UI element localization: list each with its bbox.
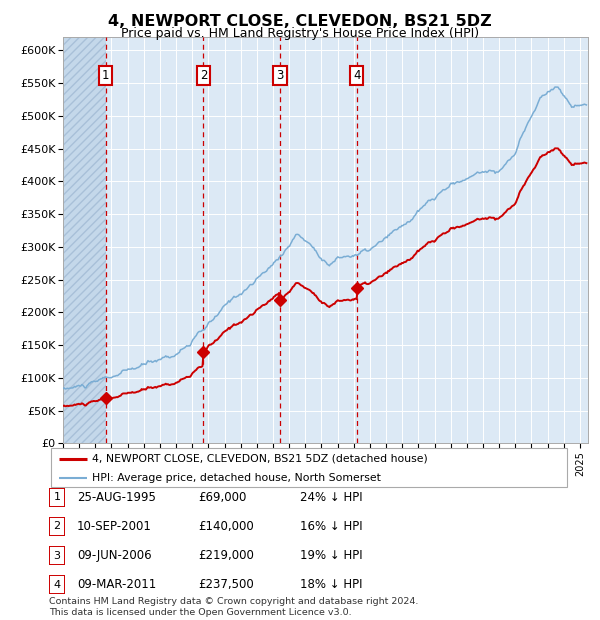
- FancyBboxPatch shape: [49, 546, 65, 565]
- FancyBboxPatch shape: [51, 448, 567, 487]
- FancyBboxPatch shape: [49, 488, 65, 507]
- Text: £219,000: £219,000: [198, 549, 254, 562]
- Text: 2: 2: [53, 521, 61, 531]
- Text: Price paid vs. HM Land Registry's House Price Index (HPI): Price paid vs. HM Land Registry's House …: [121, 27, 479, 40]
- Text: 16% ↓ HPI: 16% ↓ HPI: [300, 520, 362, 533]
- Text: 1: 1: [53, 492, 61, 502]
- Bar: [63, 37, 106, 443]
- Text: 1: 1: [102, 69, 110, 82]
- Text: 4, NEWPORT CLOSE, CLEVEDON, BS21 5DZ: 4, NEWPORT CLOSE, CLEVEDON, BS21 5DZ: [108, 14, 492, 29]
- Text: 18% ↓ HPI: 18% ↓ HPI: [300, 578, 362, 591]
- Text: 4: 4: [353, 69, 361, 82]
- Text: Contains HM Land Registry data © Crown copyright and database right 2024.
This d: Contains HM Land Registry data © Crown c…: [49, 598, 419, 617]
- Text: 09-JUN-2006: 09-JUN-2006: [77, 549, 151, 562]
- Text: 2: 2: [200, 69, 207, 82]
- Text: 4: 4: [53, 580, 61, 590]
- FancyBboxPatch shape: [49, 517, 65, 536]
- Text: 10-SEP-2001: 10-SEP-2001: [77, 520, 152, 533]
- FancyBboxPatch shape: [49, 575, 65, 594]
- Text: 19% ↓ HPI: 19% ↓ HPI: [300, 549, 362, 562]
- Text: HPI: Average price, detached house, North Somerset: HPI: Average price, detached house, Nort…: [92, 473, 381, 483]
- Text: 3: 3: [277, 69, 284, 82]
- Text: £237,500: £237,500: [198, 578, 254, 591]
- Text: 4, NEWPORT CLOSE, CLEVEDON, BS21 5DZ (detached house): 4, NEWPORT CLOSE, CLEVEDON, BS21 5DZ (de…: [92, 454, 428, 464]
- Text: 3: 3: [53, 551, 61, 560]
- Text: 24% ↓ HPI: 24% ↓ HPI: [300, 491, 362, 503]
- Text: 09-MAR-2011: 09-MAR-2011: [77, 578, 156, 591]
- Text: 25-AUG-1995: 25-AUG-1995: [77, 491, 155, 503]
- Text: £69,000: £69,000: [198, 491, 247, 503]
- Text: £140,000: £140,000: [198, 520, 254, 533]
